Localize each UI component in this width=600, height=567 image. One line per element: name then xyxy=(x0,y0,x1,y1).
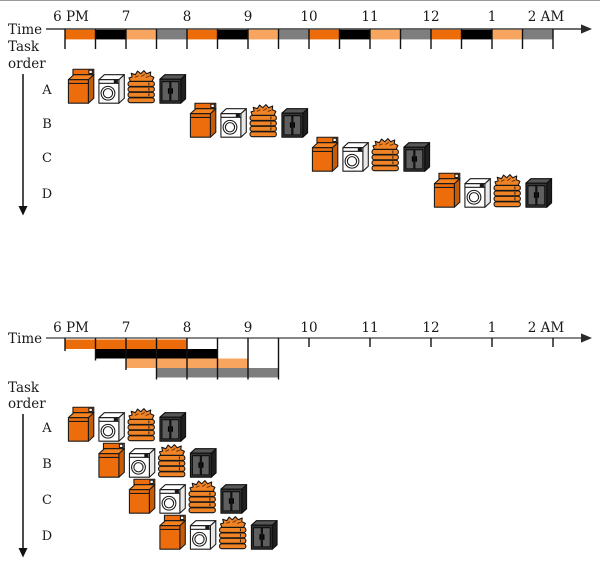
timeline-segment-storer xyxy=(278,29,309,40)
timeline-segment-folder xyxy=(248,29,279,40)
task-row-label: C xyxy=(42,493,52,508)
hour-label: 9 xyxy=(244,320,253,336)
washer-icon xyxy=(128,478,156,514)
task-row-label: A xyxy=(41,83,52,98)
folder-icon xyxy=(127,70,155,104)
washer-icon xyxy=(159,514,186,550)
storer-icon xyxy=(159,411,187,442)
timeline-segment-folder xyxy=(126,29,157,40)
timeline-segment-washer xyxy=(309,29,340,40)
task-order-label: order xyxy=(8,396,46,412)
timeline-segment-dryer xyxy=(217,29,248,40)
timeline-segment-dryer xyxy=(339,29,370,40)
washer-icon xyxy=(189,102,217,138)
timeline-segment-dryer xyxy=(95,29,126,40)
folder-icon xyxy=(493,174,521,208)
pipelined-laundry-diagram: Time Task order 6 PM 7 8 9 10 11 12 1 2 AM A B C D xyxy=(8,320,592,558)
task-row-label: B xyxy=(42,457,52,472)
hour-label: 8 xyxy=(183,320,192,336)
dryer-icon xyxy=(98,74,125,104)
hour-label: 7 xyxy=(122,320,131,336)
dryer-icon xyxy=(342,142,369,172)
sequential-diagram-content: 6 PM 7 8 9 10 11 12 1 2 AM A B C D xyxy=(18,9,592,216)
task-order-label: order xyxy=(8,56,46,72)
hour-label: 9 xyxy=(244,9,253,25)
folder-icon xyxy=(249,104,277,138)
storer-icon xyxy=(250,519,278,550)
hour-label: 12 xyxy=(422,9,439,25)
folder-icon xyxy=(188,480,216,514)
timeline-segment-folder xyxy=(370,29,401,40)
dryer-icon xyxy=(159,484,186,514)
folder-icon xyxy=(218,516,247,550)
task-order-arrowhead xyxy=(18,548,28,558)
task-row-label: A xyxy=(41,421,52,436)
storer-icon xyxy=(159,73,187,104)
dryer-icon xyxy=(98,412,125,442)
hour-label: 12 xyxy=(422,320,439,336)
storer-icon xyxy=(189,447,217,478)
task-order-label: Task xyxy=(8,380,40,396)
dryer-icon xyxy=(464,178,491,208)
timeline-segment-storer xyxy=(400,29,431,40)
folder-icon xyxy=(371,138,399,172)
task-row-label: C xyxy=(42,151,52,166)
task-row-label: D xyxy=(42,187,52,202)
storer-icon xyxy=(220,483,248,514)
storer-icon xyxy=(281,107,309,138)
task-order-label: Task xyxy=(8,39,40,55)
timeline-segment-washer xyxy=(431,29,462,40)
hour-label: 10 xyxy=(300,320,317,336)
folder-icon xyxy=(127,408,155,442)
task-row-label: B xyxy=(42,117,52,132)
hour-label: 10 xyxy=(300,9,317,25)
timeline-segment-washer xyxy=(187,29,218,40)
washer-icon xyxy=(311,136,339,172)
dryer-icon xyxy=(220,108,247,138)
hour-label: 8 xyxy=(183,9,192,25)
timeline-segment-washer xyxy=(65,29,96,40)
pipelined-diagram-content: 6 PM 7 8 9 10 11 12 1 2 AM A B C D xyxy=(18,320,592,558)
dryer-icon xyxy=(128,448,156,478)
time-axis-arrowhead xyxy=(581,24,592,34)
hour-label: 11 xyxy=(361,9,378,25)
hour-label: 7 xyxy=(122,9,131,25)
hour-label: 1 xyxy=(488,9,497,25)
hour-label: 6 PM xyxy=(53,9,89,25)
time-axis-arrowhead xyxy=(581,333,592,343)
hour-label: 1 xyxy=(488,320,497,336)
storer-icon xyxy=(525,177,553,208)
sequential-laundry-diagram: Time Task order 6 PM 7 8 9 10 11 12 1 2 AM A B C D xyxy=(8,9,592,216)
washer-icon xyxy=(67,68,95,104)
hour-label: 2 AM xyxy=(528,9,565,25)
dryer-icon xyxy=(189,520,217,550)
timeline-segment-folder xyxy=(492,29,523,40)
washer-icon xyxy=(67,406,95,442)
washer-icon xyxy=(98,442,125,478)
folder-icon xyxy=(157,444,186,478)
task-order-arrowhead xyxy=(18,206,28,216)
hour-label: 6 PM xyxy=(53,320,89,336)
washer-icon xyxy=(433,172,461,208)
timeline-segment-storer xyxy=(522,29,553,40)
time-axis-label: Time xyxy=(8,331,42,347)
timeline-segment-dryer xyxy=(461,29,492,40)
timeline-segment-storer xyxy=(156,29,187,40)
time-axis-label: Time xyxy=(8,22,42,38)
hour-label: 11 xyxy=(361,320,378,336)
hour-label: 2 AM xyxy=(528,320,565,336)
task-row-label: D xyxy=(42,529,52,544)
storer-icon xyxy=(403,141,431,172)
